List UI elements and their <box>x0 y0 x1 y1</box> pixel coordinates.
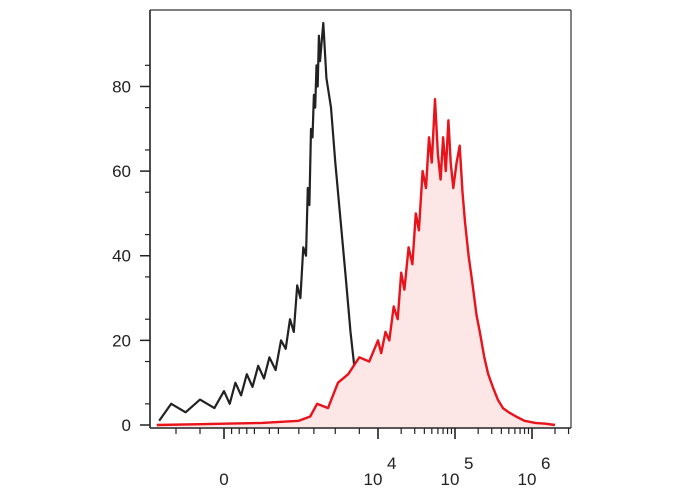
series-1-line <box>156 98 556 427</box>
x-tick-label: 10 <box>518 470 537 489</box>
x-tick-exponent: 6 <box>541 454 550 473</box>
series-layer <box>156 21 556 427</box>
x-tick-exponent: 5 <box>464 454 473 473</box>
y-tick-label: 40 <box>112 247 131 266</box>
y-tick-label: 20 <box>112 331 131 350</box>
y-tick-label: 0 <box>122 416 131 435</box>
y-axis: 0 20 40 60 80 <box>112 64 150 435</box>
x-tick-label: 10 <box>441 470 460 489</box>
x-tick-label: 0 <box>219 470 228 489</box>
series-1-fill <box>156 99 556 427</box>
x-tick-exponent: 4 <box>387 454 396 473</box>
x-tick-label: 10 <box>364 470 383 489</box>
y-tick-label: 60 <box>112 162 131 181</box>
y-tick-label: 80 <box>112 77 131 96</box>
